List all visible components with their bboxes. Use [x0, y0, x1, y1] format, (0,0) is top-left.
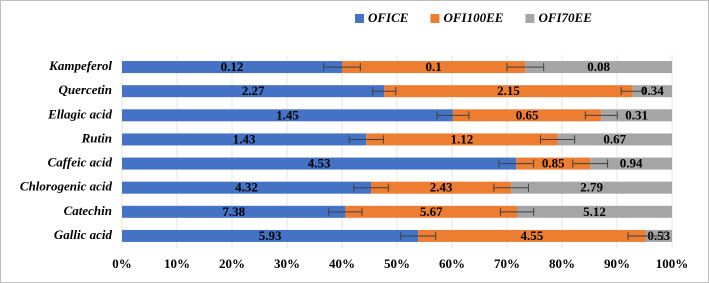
- legend-swatch: [430, 14, 440, 23]
- bar-segment: [590, 157, 672, 170]
- y-tick-label: Kampeferol: [48, 58, 112, 73]
- bar-segment: [122, 109, 453, 122]
- error-bar: [323, 63, 361, 72]
- bar-segment: [557, 133, 672, 146]
- bar-segment: [342, 61, 526, 74]
- bar-segment: [601, 109, 672, 122]
- value-label: 5.67: [420, 204, 443, 219]
- error-bar: [400, 231, 437, 240]
- error-bar: [627, 231, 664, 240]
- bar-segment: [366, 133, 558, 146]
- error-bar: [436, 111, 470, 120]
- error-bar: [328, 207, 363, 216]
- x-tick-label: 90%: [604, 256, 630, 271]
- bar-segment: [632, 85, 672, 98]
- value-label: 0.12: [221, 59, 244, 74]
- error-bar: [348, 135, 384, 144]
- bar-segment: [122, 133, 367, 146]
- bar-segment: [122, 205, 346, 218]
- bar-segment: [418, 229, 646, 242]
- value-label: 5.93: [259, 228, 282, 243]
- value-label: 7.38: [222, 204, 245, 219]
- value-label: 0.08: [587, 59, 610, 74]
- x-tick-label: 40%: [329, 256, 355, 271]
- value-label: 2.79: [580, 180, 603, 195]
- y-tick-label: Ellagic acid: [47, 106, 112, 121]
- y-tick-label: Caffeic acid: [48, 155, 113, 170]
- value-label: 0.31: [625, 107, 648, 122]
- error-bar: [493, 183, 529, 192]
- error-bar: [353, 183, 389, 192]
- bar-segment: [122, 61, 342, 74]
- value-label: 5.12: [583, 204, 606, 219]
- x-tick-label: 100%: [656, 256, 689, 271]
- value-label: 2.27: [242, 83, 265, 98]
- x-tick-label: 10%: [164, 256, 190, 271]
- error-bar: [539, 135, 576, 144]
- bar-segment: [516, 157, 591, 170]
- value-label: 4.32: [235, 180, 258, 195]
- value-label: 2.43: [430, 180, 453, 195]
- value-label: 2.15: [497, 83, 520, 98]
- error-bar: [620, 87, 645, 96]
- bar-segment: [122, 229, 419, 242]
- value-label: 0.1: [426, 59, 442, 74]
- value-label: 0.34: [641, 83, 664, 98]
- bar-segment: [384, 85, 633, 98]
- y-tick-label: Gallic acid: [54, 227, 113, 242]
- bar-segment: [122, 157, 517, 170]
- bar-segment: [122, 85, 385, 98]
- value-label: 1.12: [451, 131, 474, 146]
- error-bar: [584, 111, 618, 120]
- value-label: 0.67: [603, 131, 626, 146]
- value-label: 4.55: [521, 228, 544, 243]
- x-tick-label: 30%: [274, 256, 300, 271]
- error-bar: [498, 159, 535, 168]
- y-tick-label: Chlorogenic acid: [20, 179, 113, 194]
- legend-label: OFI70EE: [538, 10, 592, 25]
- legend-swatch: [355, 14, 364, 23]
- error-bar: [506, 63, 545, 72]
- bar-segment: [452, 109, 602, 122]
- error-bar: [572, 159, 609, 168]
- y-tick-label: Quercetin: [59, 82, 112, 97]
- bar-segment: [345, 205, 518, 218]
- value-label: 1.45: [276, 107, 299, 122]
- value-label: 0.85: [542, 156, 565, 171]
- error-bar: [499, 207, 535, 216]
- y-tick-label: Catechin: [64, 203, 112, 218]
- legend-label: OFI100EE: [443, 10, 503, 25]
- legend-label: OFICE: [368, 10, 409, 25]
- x-tick-label: 0%: [112, 256, 132, 271]
- bar-segment: [371, 181, 512, 194]
- x-tick-label: 80%: [549, 256, 575, 271]
- y-tick-label: Rutin: [81, 130, 112, 145]
- value-label: 0.65: [516, 107, 539, 122]
- x-tick-label: 50%: [384, 256, 410, 271]
- value-label: 4.53: [308, 156, 331, 171]
- value-label: 1.43: [233, 131, 256, 146]
- bar-segment: [122, 181, 372, 194]
- x-tick-label: 20%: [219, 256, 245, 271]
- value-label: 0.53: [647, 228, 670, 243]
- bar-segment: [517, 205, 672, 218]
- x-tick-label: 70%: [494, 256, 520, 271]
- error-bar: [372, 87, 397, 96]
- bar-segment: [525, 61, 672, 74]
- x-tick-label: 60%: [439, 256, 465, 271]
- bar-segment: [511, 181, 672, 194]
- legend-swatch: [525, 14, 535, 23]
- value-label: 0.94: [620, 156, 643, 171]
